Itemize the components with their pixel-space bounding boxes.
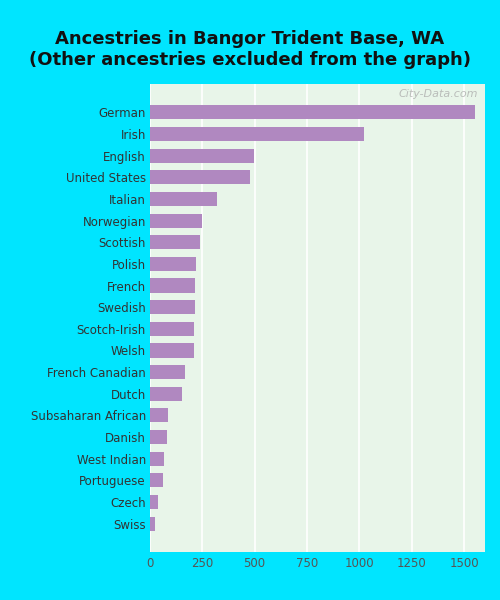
Bar	[150, 235, 200, 249]
Bar	[150, 127, 364, 141]
Bar	[150, 278, 195, 293]
Bar	[150, 430, 168, 444]
Text: (Other ancestries excluded from the graph): (Other ancestries excluded from the grap…	[29, 51, 471, 69]
Bar	[150, 473, 163, 487]
Text: Ancestries in Bangor Trident Base, WA: Ancestries in Bangor Trident Base, WA	[56, 30, 444, 48]
Bar	[150, 149, 254, 163]
Bar	[150, 409, 169, 422]
Bar	[150, 170, 250, 184]
Bar	[150, 343, 194, 358]
Bar	[150, 495, 158, 509]
Bar	[150, 517, 154, 531]
Bar	[150, 257, 196, 271]
Bar	[150, 214, 202, 227]
Bar	[150, 365, 185, 379]
Bar	[150, 192, 217, 206]
Bar	[150, 387, 182, 401]
Bar	[150, 322, 194, 336]
Bar	[150, 300, 195, 314]
Text: City-Data.com: City-Data.com	[399, 89, 478, 98]
Bar	[150, 452, 164, 466]
Bar	[150, 105, 475, 119]
